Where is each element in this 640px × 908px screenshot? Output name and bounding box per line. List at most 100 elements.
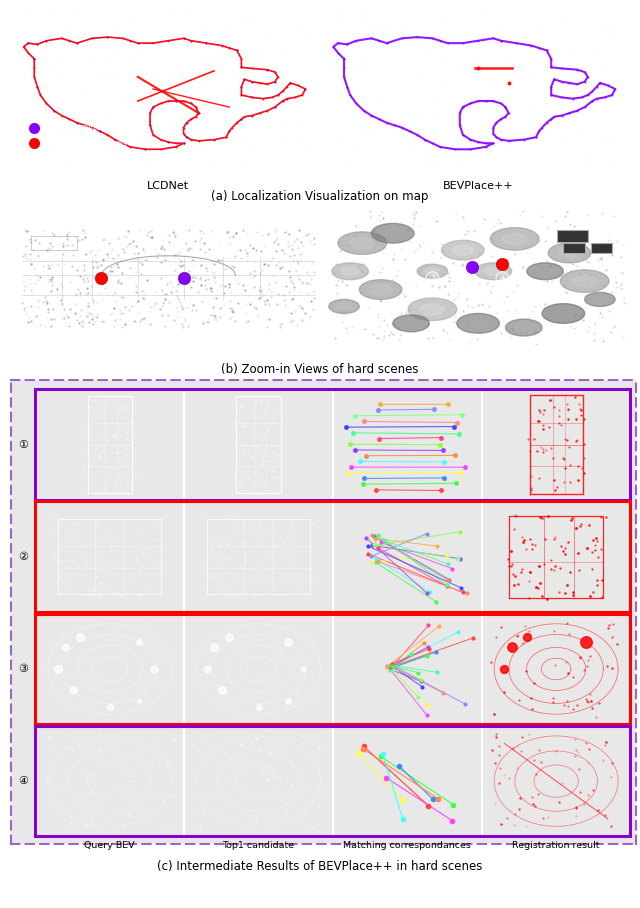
- Point: [253, 123, 263, 138]
- Text: Long corridor: Long corridor: [25, 212, 85, 222]
- Point: [497, 109, 508, 123]
- Point: [546, 60, 556, 74]
- Point: [343, 151, 353, 165]
- Point: [397, 15, 407, 30]
- Point: [123, 80, 133, 94]
- Point: [167, 8, 177, 23]
- Point: [182, 115, 192, 130]
- Point: [408, 36, 418, 51]
- Point: [431, 129, 441, 143]
- Point: [552, 48, 562, 63]
- Point: [513, 15, 523, 29]
- Point: [29, 87, 39, 102]
- Point: [25, 143, 35, 158]
- Point: [378, 71, 388, 85]
- Point: [58, 106, 68, 121]
- Point: [179, 94, 189, 108]
- Point: [161, 93, 172, 107]
- Point: [259, 78, 269, 93]
- Point: [249, 126, 259, 141]
- Point: [278, 51, 289, 65]
- Circle shape: [559, 248, 580, 258]
- Point: [116, 104, 127, 118]
- Text: LCDNet: LCDNet: [147, 181, 189, 191]
- Point: [305, 97, 316, 112]
- Point: [63, 153, 73, 167]
- Point: [511, 65, 522, 80]
- Point: [109, 35, 119, 49]
- Point: [35, 88, 45, 103]
- Point: [279, 79, 289, 94]
- Point: [422, 123, 432, 137]
- Point: [420, 133, 430, 147]
- Point: [163, 94, 173, 108]
- Point: [209, 133, 219, 147]
- Point: [420, 75, 431, 90]
- Point: [394, 126, 404, 141]
- Point: [370, 20, 380, 35]
- Point: [292, 62, 303, 76]
- Point: [589, 156, 600, 171]
- Point: [24, 6, 34, 21]
- Point: [278, 139, 289, 153]
- Point: [540, 15, 550, 29]
- Point: [225, 89, 235, 104]
- Point: [186, 112, 196, 126]
- Point: [179, 5, 189, 20]
- Point: [252, 24, 262, 38]
- Point: [616, 143, 626, 158]
- Point: [81, 131, 91, 145]
- Point: [420, 133, 430, 147]
- Point: [614, 58, 624, 73]
- Point: [49, 41, 59, 55]
- Point: [179, 146, 189, 161]
- Point: [263, 38, 273, 53]
- Point: [543, 144, 553, 159]
- Point: [408, 71, 419, 85]
- Point: [209, 25, 220, 39]
- Point: [181, 46, 191, 61]
- Point: [43, 75, 53, 90]
- Point: [495, 84, 505, 98]
- Point: [381, 115, 392, 130]
- Point: [563, 73, 573, 87]
- Point: [499, 123, 509, 138]
- Point: [558, 51, 568, 65]
- Point: [374, 34, 384, 48]
- Point: [339, 60, 349, 74]
- Point: [465, 10, 475, 25]
- Point: [588, 51, 598, 65]
- Point: [576, 29, 586, 44]
- Point: [607, 88, 617, 103]
- Point: [380, 154, 390, 169]
- Point: [607, 76, 617, 91]
- Point: [122, 91, 132, 105]
- Point: [486, 74, 496, 88]
- Point: [234, 117, 244, 132]
- Point: [481, 94, 491, 108]
- Point: [504, 87, 514, 102]
- Point: [501, 128, 511, 143]
- Point: [83, 66, 93, 81]
- Point: [211, 48, 221, 63]
- Point: [462, 160, 472, 174]
- Point: [166, 84, 177, 98]
- Point: [369, 40, 379, 54]
- Point: [31, 146, 42, 161]
- Point: [182, 130, 192, 144]
- Point: [609, 150, 619, 164]
- Point: [179, 31, 189, 45]
- Point: [328, 39, 339, 54]
- Point: [497, 87, 507, 102]
- Point: [582, 148, 593, 163]
- Point: [236, 60, 246, 74]
- Point: [32, 37, 42, 52]
- Point: [356, 61, 366, 75]
- Point: [333, 36, 343, 51]
- Point: [509, 25, 520, 39]
- Point: [63, 89, 73, 104]
- Point: [200, 25, 210, 39]
- Point: [166, 120, 177, 134]
- Point: [22, 90, 32, 104]
- Point: [182, 148, 192, 163]
